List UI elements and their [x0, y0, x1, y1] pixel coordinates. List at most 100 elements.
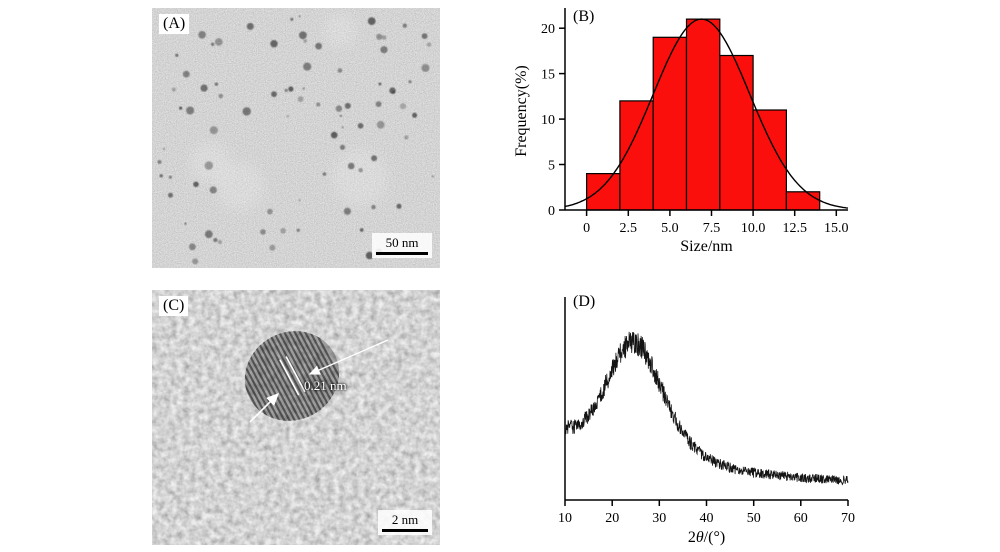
- histogram-bar: [785, 191, 821, 211]
- nanoparticle-dot: [371, 155, 378, 162]
- gaussian-fit-curve: [564, 18, 849, 209]
- histogram-x-axis-label: Size/nm: [680, 238, 733, 255]
- nanoparticle-dot: [376, 33, 383, 40]
- nanoparticle-dot: [204, 161, 213, 170]
- tem-image: [152, 8, 440, 268]
- lattice-fringe-line: [278, 332, 322, 412]
- lattice-fringe-region: [229, 317, 351, 437]
- d-spacing-mark-line: [285, 356, 306, 393]
- nanoparticle-dot: [296, 228, 300, 232]
- x-tick-label: 10: [558, 511, 572, 526]
- nanoparticle-dot: [402, 23, 407, 28]
- panel-a-label: (A): [159, 14, 190, 34]
- lattice-fringe-line: [262, 340, 306, 420]
- nanoparticle-dot: [367, 17, 376, 25]
- histogram-bar: [685, 18, 721, 211]
- nanoparticle-dot: [330, 131, 338, 139]
- nanoparticle-dot: [298, 15, 301, 18]
- x-tick-label: 12.5: [782, 221, 807, 236]
- x-tick-label: 2.5: [620, 221, 638, 236]
- nanoparticle-dot: [157, 160, 162, 164]
- xrd-trace: [564, 331, 849, 486]
- nanoparticle-dot: [303, 62, 312, 71]
- nanoparticle-dot: [357, 123, 364, 129]
- lattice-fringe-line: [250, 347, 294, 427]
- x-tick-label: 60: [794, 511, 808, 526]
- nanoparticle-dot: [431, 175, 434, 178]
- nanoparticle-dot: [344, 102, 351, 109]
- bright-blob: [332, 150, 388, 206]
- x-tick-label: 15.0: [824, 221, 849, 236]
- nanoparticle-dot: [339, 114, 343, 118]
- nanoparticle-dot: [267, 208, 273, 215]
- nanoparticle-dot: [284, 88, 288, 93]
- nanoparticle-dot: [315, 42, 322, 50]
- nanoparticle-dot: [297, 96, 304, 102]
- nanoparticle-dot: [421, 33, 428, 39]
- nanoparticle-dot: [271, 91, 277, 98]
- annotation-arrow: [249, 392, 280, 423]
- nanoparticle-dot: [339, 144, 346, 150]
- x-tick-label: 70: [841, 511, 855, 526]
- histogram-bars: [585, 18, 821, 211]
- nanoparticle-dot: [210, 42, 215, 46]
- xrd-xlabel-theta: θ: [695, 529, 704, 546]
- nanoparticle-dot: [396, 203, 402, 209]
- bright-blob: [322, 13, 357, 48]
- panel-a-tem-micrograph: (A) 50 nm: [152, 8, 440, 268]
- nanoparticle-dot: [246, 22, 254, 30]
- y-tick-label: 10: [541, 113, 555, 128]
- histogram-y-axis-label: Frequency(%): [513, 65, 530, 157]
- nanoparticle-dot: [213, 237, 218, 243]
- lattice-fringe-line: [298, 321, 343, 401]
- nanoparticle-dot: [376, 120, 385, 129]
- d-spacing-annotation: 0.21 nm: [304, 378, 347, 393]
- nanoparticle-dot: [335, 105, 343, 112]
- y-tick-label: 15: [541, 68, 555, 83]
- nanoparticle-dot: [392, 90, 396, 94]
- lattice-fringe-line: [246, 349, 290, 429]
- panel-d-xrd-pattern: 10 20 30 40 50 60 70 (D) 2θ/(°): [500, 285, 875, 552]
- nanoparticle-dot: [347, 162, 355, 170]
- panel-c-hrtem-micrograph: (C) 0.21 nm 2 nm: [152, 290, 440, 545]
- xrd-xlabel-part: /(°): [703, 529, 726, 546]
- nanoparticle-dot: [378, 82, 382, 86]
- d-spacing-mark-line: [279, 359, 300, 396]
- nanoparticle-dot: [217, 240, 222, 244]
- scale-bar-a: 50 nm: [372, 233, 432, 258]
- x-tick-label: 7.5: [703, 221, 721, 236]
- scale-bar-c-text: 2 nm: [391, 512, 419, 527]
- lattice-fringe-line: [294, 323, 338, 403]
- xrd-xlabel-part: 2: [687, 529, 696, 546]
- nanoparticle-dot: [192, 258, 199, 265]
- histogram-bar: [752, 109, 788, 211]
- scale-bar-a-text: 50 nm: [385, 235, 419, 250]
- nanoparticle-dot: [162, 147, 166, 150]
- nanoparticle-dot: [168, 192, 173, 198]
- nanoparticle-dot: [200, 84, 208, 92]
- x-tick-label: 30: [652, 511, 666, 526]
- nanoparticle-dot: [175, 53, 179, 57]
- nanoparticle-dot: [270, 40, 278, 48]
- nanoparticle-dot: [337, 68, 343, 73]
- nanoparticle-dot: [288, 86, 294, 92]
- nanoparticle-dot: [198, 31, 206, 39]
- nanoparticle-dot: [286, 115, 289, 118]
- histogram-svg: 0 5 10 15 20 0 2.5 5.0 7.5 10.0 12.5 15.0: [541, 8, 849, 236]
- lattice-fringe-line: [266, 338, 310, 418]
- nanoparticle-dot: [371, 204, 376, 210]
- nanoparticle-dot: [182, 70, 190, 78]
- nanoparticle-dot: [322, 172, 327, 176]
- nanoparticle-dot: [260, 229, 266, 235]
- nanoparticle-dot: [215, 38, 223, 46]
- nanoparticle-dot: [421, 64, 430, 72]
- x-tick-label: 10.0: [741, 221, 766, 236]
- nanoparticle-dot: [365, 251, 374, 260]
- nanoparticle-dot: [168, 175, 172, 179]
- histogram-bar: [585, 173, 621, 211]
- nanoparticle-dot: [358, 168, 363, 173]
- tem-noise-texture: [152, 8, 440, 268]
- histogram-bar: [719, 54, 754, 211]
- nanoparticle-dot: [341, 126, 344, 129]
- nanoparticle-dot: [186, 106, 195, 115]
